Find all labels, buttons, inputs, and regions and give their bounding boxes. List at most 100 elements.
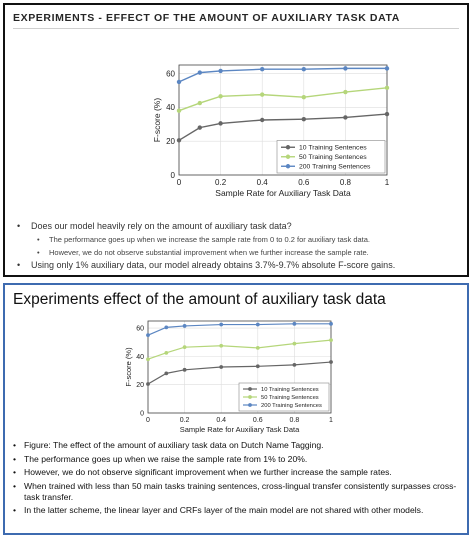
data-point: [301, 116, 306, 122]
data-point: [146, 333, 150, 338]
data-point: [260, 67, 265, 72]
data-point: [197, 70, 202, 75]
bullet-figure-caption: Figure: The effect of the amount of auxi…: [12, 440, 460, 451]
series-line: [147, 323, 331, 336]
data-point: [197, 125, 202, 130]
data-point: [176, 108, 182, 113]
bottom-slide: Experiments effect of the amount of auxi…: [3, 283, 469, 535]
data-point: [219, 322, 224, 327]
legend-label: 10 Training Sentences: [261, 387, 319, 393]
legend-marker: [248, 395, 252, 399]
x-tick-label: 1: [329, 417, 333, 424]
legend-label: 50 Training Sentences: [299, 154, 367, 161]
data-point: [343, 66, 348, 71]
data-point: [343, 115, 348, 120]
data-point: [255, 364, 260, 369]
data-point: [384, 66, 390, 71]
x-tick-label: 0.8: [290, 417, 300, 424]
y-axis-label: F-score (%): [152, 98, 162, 143]
data-point: [164, 325, 169, 330]
x-tick-label: 0.6: [298, 178, 310, 187]
legend-label: 200 Training Sentences: [261, 403, 322, 409]
data-point: [301, 94, 306, 100]
y-tick-label: 0: [140, 410, 144, 417]
x-tick-label: 0.2: [215, 178, 227, 187]
y-tick-label: 20: [136, 382, 144, 389]
data-point: [182, 345, 187, 350]
bullet-point: However, we do not observe significant i…: [12, 467, 460, 478]
top-slide: EXPERIMENTS - EFFECT OF THE AMOUNT OF AU…: [3, 3, 469, 277]
plot-area: 0 20 40 60 0 0.2 0.4 0.6 0.8 1 Sample Rate for Aux…: [124, 320, 333, 434]
data-point: [292, 341, 297, 346]
data-point: [255, 322, 260, 327]
legend-label: 50 Training Sentences: [261, 395, 319, 401]
legend: 10 Training Sentences 50 Training Sentenc…: [238, 382, 330, 412]
axes-frame: [178, 64, 388, 176]
data-point: [329, 338, 333, 343]
bullet-sub-point: However, we do not observe substantial i…: [15, 246, 395, 259]
y-tick-label: 40: [136, 354, 144, 361]
legend-marker: [285, 154, 291, 159]
axes-frame: [147, 320, 332, 414]
bullet-sub-point: The performance goes up when we increase…: [15, 233, 395, 246]
data-point: [219, 365, 224, 369]
f-score-chart: 0 20 40 60 0 0.2 0.4 0.6 0.8 1 Sample Rate for Aux…: [124, 320, 333, 434]
data-point: [218, 94, 223, 99]
y-tick-label: 60: [166, 69, 175, 78]
legend-marker: [285, 145, 291, 150]
y-axis-label: F-score (%): [124, 347, 133, 387]
data-point: [292, 321, 297, 326]
data-point: [182, 367, 187, 372]
legend-marker: [248, 403, 252, 407]
x-tick-label: 0.8: [340, 178, 352, 187]
bullet-point: In the latter scheme, the linear layer a…: [12, 505, 460, 516]
data-point: [176, 138, 182, 143]
data-point: [218, 121, 223, 126]
bullet-list: Does our model heavily rely on the amoun…: [15, 220, 395, 272]
y-tick-label: 0: [171, 171, 176, 180]
y-tick-label: 60: [136, 326, 144, 333]
data-point: [255, 345, 260, 350]
data-point: [146, 357, 150, 362]
bullet-point: When trained with less than 50 main task…: [12, 481, 460, 503]
x-axis-label: Sample Rate for Auxiliary Task Data: [215, 188, 351, 198]
data-point: [218, 68, 223, 74]
data-point: [292, 362, 297, 367]
data-point: [164, 371, 169, 376]
title-divider: [13, 28, 459, 29]
data-point: [182, 324, 187, 328]
data-point: [260, 92, 265, 97]
bullet-question: Does our model heavily rely on the amoun…: [15, 220, 395, 233]
bullet-list: Figure: The effect of the amount of auxi…: [12, 440, 460, 519]
y-tick-label: 40: [166, 103, 175, 112]
plot-area: 0 20 40 60 0 0.2 0.4 0.6 0.8 1 Sample Rate for Aux…: [152, 64, 390, 198]
y-tick-label: 20: [166, 137, 175, 146]
data-point: [384, 85, 390, 91]
x-tick-label: 0.4: [216, 417, 226, 424]
slide-title: Experiments effect of the amount of auxi…: [13, 291, 386, 308]
legend-marker: [285, 164, 291, 169]
x-tick-label: 0: [177, 178, 182, 187]
x-tick-label: 0: [146, 417, 150, 424]
x-tick-label: 1: [385, 178, 390, 187]
f-score-chart: 0 20 40 60 0 0.2 0.4 0.6 0.8 1 Sample Rate for Aux…: [152, 64, 390, 198]
data-point: [384, 111, 390, 117]
data-point: [301, 67, 306, 72]
x-tick-label: 0.4: [257, 178, 269, 187]
slide-title: EXPERIMENTS - EFFECT OF THE AMOUNT OF AU…: [13, 12, 400, 24]
x-tick-label: 0.2: [180, 417, 190, 424]
data-point: [329, 321, 333, 326]
bullet-finding: Using only 1% auxiliary data, our model …: [15, 259, 395, 272]
legend-label: 10 Training Sentences: [299, 145, 367, 152]
legend-marker: [248, 387, 252, 391]
x-tick-label: 0.6: [253, 417, 263, 424]
data-point: [343, 89, 348, 95]
series-line: [147, 361, 332, 385]
x-axis-label: Sample Rate for Auxiliary Task Data: [180, 425, 300, 434]
legend-label: 200 Training Sentences: [299, 164, 371, 171]
data-point: [146, 382, 150, 386]
legend: 10 Training Sentences 50 Training Sentenc…: [276, 140, 386, 174]
data-point: [329, 360, 333, 364]
data-point: [197, 100, 202, 106]
data-point: [260, 117, 265, 123]
